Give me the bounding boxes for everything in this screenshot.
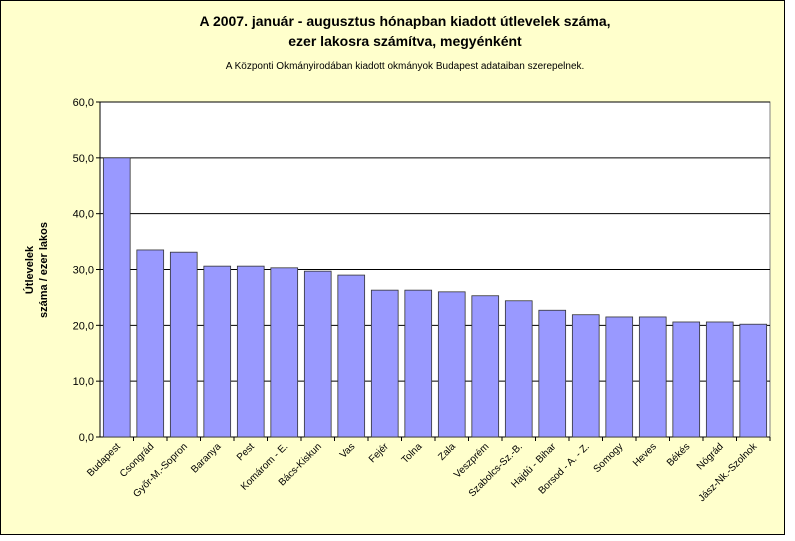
- chart-title: ezer lakosra számítva, megyénként: [288, 33, 522, 49]
- y-axis-label: száma / ezer lakos: [38, 222, 50, 318]
- bar: [102, 157, 131, 438]
- y-tick-label: 40,0: [73, 209, 94, 221]
- bar: [337, 274, 366, 438]
- y-tick-label: 20,0: [73, 320, 94, 332]
- bar: [471, 295, 500, 438]
- bar: [638, 316, 667, 438]
- bar: [538, 309, 567, 438]
- y-tick-label: 50,0: [73, 153, 94, 165]
- bar: [404, 289, 433, 438]
- bar: [504, 300, 533, 438]
- bar: [437, 291, 466, 438]
- chart-title: A 2007. január - augusztus hónapban kiad…: [199, 13, 610, 29]
- y-tick-label: 10,0: [73, 376, 94, 388]
- bar: [303, 270, 332, 438]
- y-tick-label: 0,0: [79, 432, 94, 444]
- bar: [370, 289, 399, 438]
- bar: [605, 316, 634, 438]
- y-axis-label: Útlevelek: [23, 245, 36, 294]
- bar: [672, 321, 701, 438]
- bar: [203, 265, 232, 438]
- bar: [270, 267, 299, 438]
- bar: [136, 249, 165, 438]
- chart-subtitle: A Központi Okmányirodában kiadott okmány…: [226, 61, 585, 72]
- bar: [169, 251, 198, 438]
- bar: [705, 321, 734, 438]
- bar: [739, 323, 768, 438]
- bar: [571, 314, 600, 438]
- bar: [236, 265, 265, 438]
- y-tick-label: 60,0: [73, 97, 94, 109]
- y-tick-label: 30,0: [73, 265, 94, 277]
